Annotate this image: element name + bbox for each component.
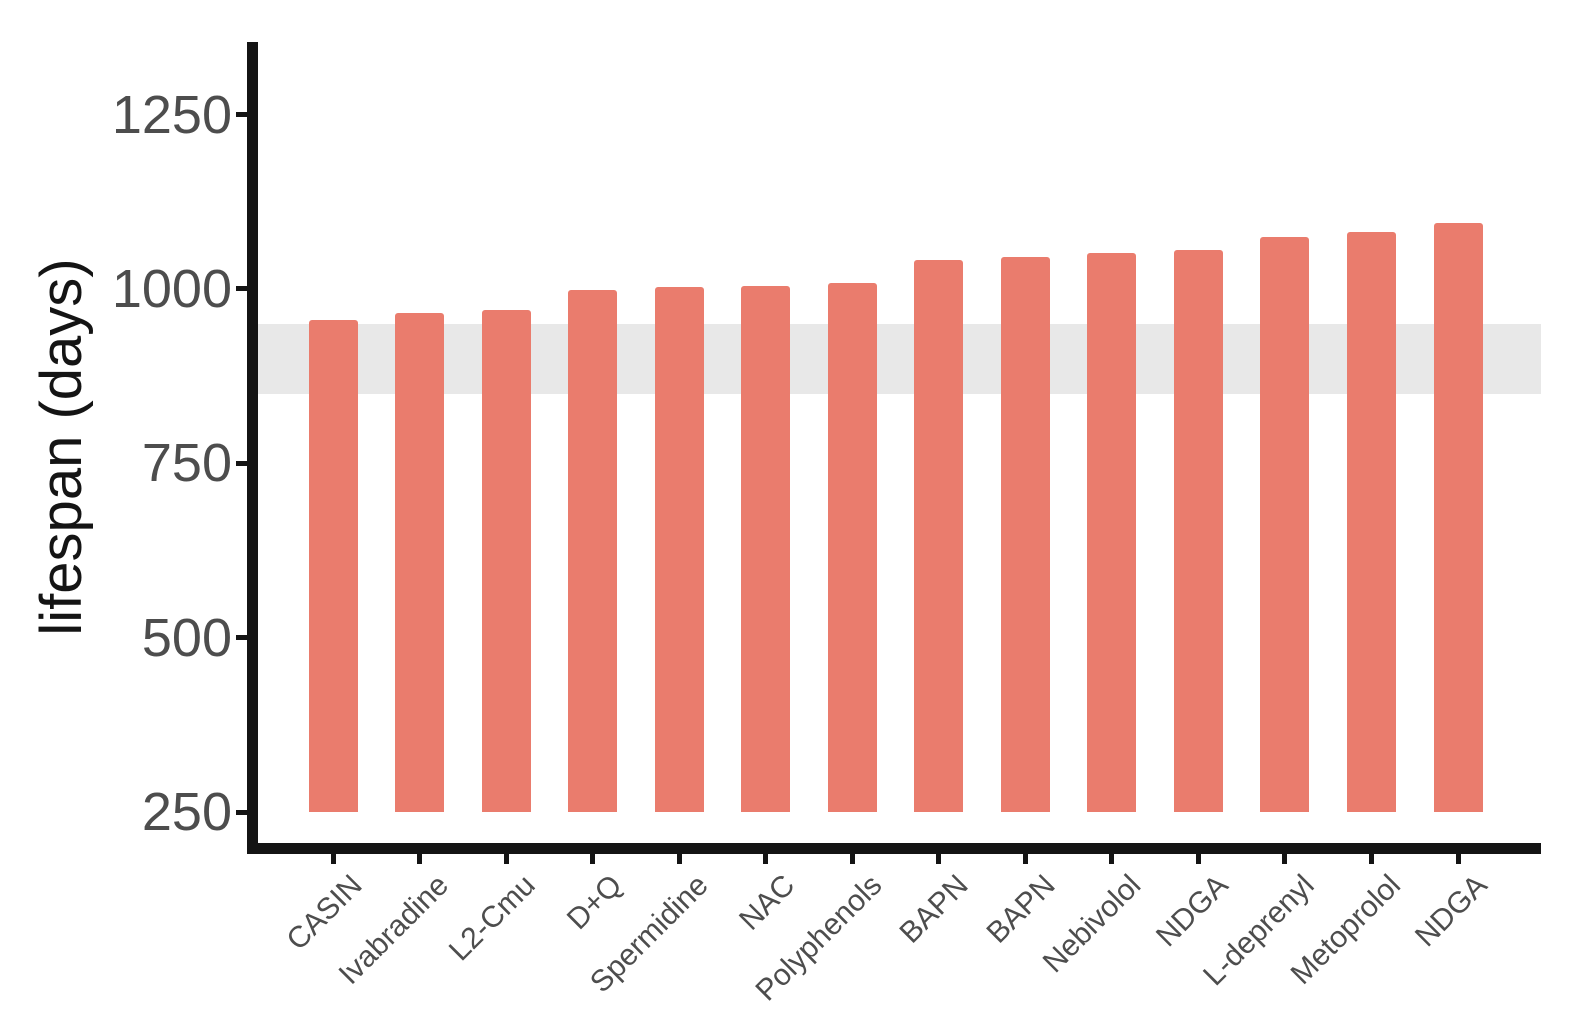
x-tick-mark-14	[1455, 854, 1461, 864]
x-category-label-nac: NAC	[733, 868, 802, 937]
bar-nac	[741, 286, 791, 812]
y-tick-mark-500	[236, 635, 247, 641]
x-tick-mark-5	[676, 854, 682, 864]
y-tick-label-250: 250	[141, 782, 232, 842]
x-tick-mark-8	[936, 854, 942, 864]
y-tick-mark-250	[236, 809, 247, 815]
y-tick-mark-1000	[236, 286, 247, 292]
y-tick-mark-1250	[236, 112, 247, 117]
y-tick-label-500: 500	[141, 607, 232, 668]
y-tick-label-1250: 1250	[111, 84, 232, 145]
x-category-label-bapn: BAPN	[893, 868, 975, 950]
x-tick-mark-4	[590, 854, 596, 864]
bar-ndga	[1433, 223, 1483, 812]
x-tick-mark-9	[1022, 854, 1028, 864]
y-tick-label-1000: 1000	[111, 258, 232, 319]
y-tick-mark-750	[236, 460, 247, 466]
x-tick-mark-11	[1195, 854, 1201, 864]
bar-d-q	[568, 290, 618, 812]
bar-metoprolol	[1346, 231, 1396, 812]
bar-polyphenols	[827, 282, 877, 812]
x-category-label-l2-cmu: L2-Cmu	[443, 868, 543, 968]
x-tick-mark-7	[849, 854, 855, 864]
bar-l2-cmu	[481, 309, 531, 812]
y-tick-label-750: 750	[141, 433, 232, 494]
x-tick-mark-12	[1282, 854, 1288, 864]
x-category-label-ndga: NDGA	[1149, 868, 1235, 954]
bar-spermidine	[654, 287, 704, 812]
bar-casin	[308, 320, 358, 812]
bar-nebivolol	[1087, 253, 1137, 812]
x-category-label-d-q: D+Q	[560, 868, 629, 937]
x-category-label-bapn: BAPN	[980, 868, 1062, 950]
x-axis-line	[247, 843, 1541, 854]
x-tick-mark-2	[417, 854, 423, 864]
x-category-label-ndga: NDGA	[1409, 868, 1494, 954]
bar-l-deprenyl	[1260, 237, 1310, 812]
x-tick-mark-6	[763, 854, 769, 864]
bar-bapn	[914, 259, 964, 812]
x-tick-mark-13	[1368, 854, 1374, 864]
bar-ivabradine	[395, 313, 445, 812]
x-tick-mark-1	[330, 854, 336, 864]
x-tick-mark-10	[1109, 854, 1115, 864]
bar-bapn	[1000, 256, 1050, 812]
y-axis-line	[247, 42, 258, 854]
bar-ndga	[1173, 249, 1223, 812]
y-axis-title: lifespan (days)	[29, 258, 94, 636]
control-reference-band	[258, 323, 1541, 394]
x-tick-mark-3	[503, 854, 509, 864]
